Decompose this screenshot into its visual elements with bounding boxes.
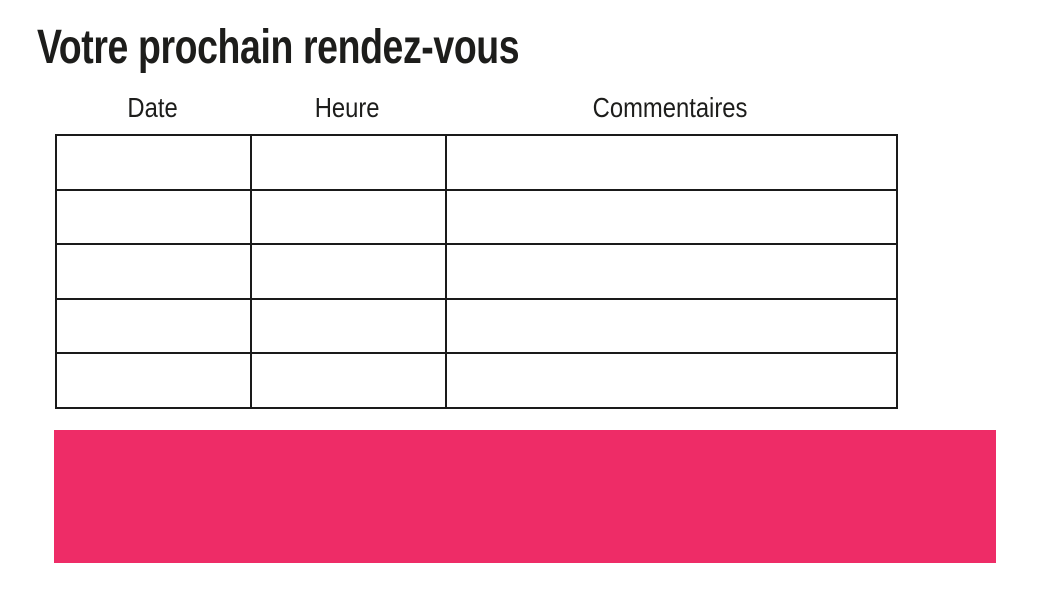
table-row — [55, 352, 898, 409]
cell-heure — [250, 352, 447, 409]
cell-date — [55, 352, 252, 409]
page-title-text: Votre prochain rendez-vous — [37, 21, 520, 74]
cell-date — [55, 188, 252, 245]
column-header-commentaires: Commentaires — [593, 92, 748, 123]
table-row — [55, 297, 898, 354]
column-header-heure: Heure — [315, 92, 380, 123]
table-row — [55, 188, 898, 245]
table-column-headers: Date Heure Commentaires — [55, 92, 896, 124]
cell-commentaires — [445, 352, 898, 409]
table-row — [55, 134, 898, 191]
cell-commentaires — [445, 134, 898, 191]
cell-commentaires — [445, 243, 898, 300]
column-header-date: Date — [127, 92, 178, 123]
cell-heure — [250, 188, 447, 245]
appointments-table-body — [55, 134, 898, 409]
pink-banner — [54, 430, 996, 563]
cell-heure — [250, 134, 447, 191]
page-title: Votre prochain rendez-vous — [37, 21, 655, 75]
cell-date — [55, 243, 252, 300]
cell-commentaires — [445, 297, 898, 354]
cell-heure — [250, 297, 447, 354]
cell-commentaires — [445, 188, 898, 245]
cell-date — [55, 134, 252, 191]
appointments-table — [55, 134, 898, 409]
table-row — [55, 243, 898, 300]
cell-date — [55, 297, 252, 354]
cell-heure — [250, 243, 447, 300]
